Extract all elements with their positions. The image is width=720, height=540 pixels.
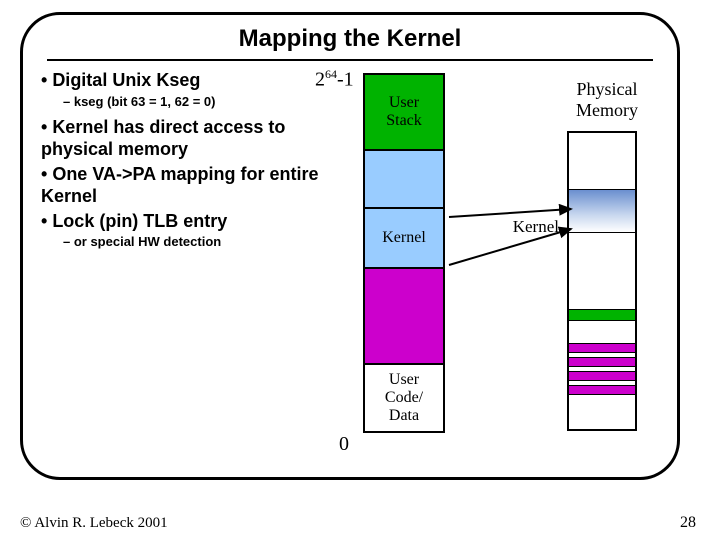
- footer-copyright: © Alvin R. Lebeck 2001: [20, 515, 168, 532]
- mapping-arrow: [449, 229, 571, 265]
- slide-title: Mapping the Kernel: [23, 15, 677, 53]
- mapping-arrows: [23, 61, 683, 471]
- footer-page-number: 28: [680, 514, 696, 532]
- mapping-arrow: [449, 209, 571, 217]
- slide-frame: Mapping the Kernel Digital Unix Ksegkseg…: [20, 12, 680, 480]
- slide-content: Digital Unix Ksegkseg (bit 63 = 1, 62 = …: [23, 61, 677, 471]
